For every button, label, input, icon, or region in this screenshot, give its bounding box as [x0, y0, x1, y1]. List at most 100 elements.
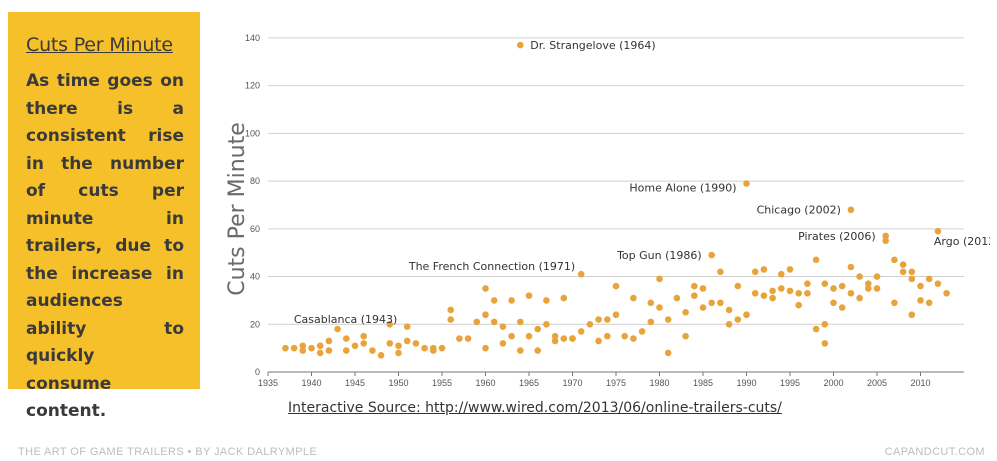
data-point	[821, 280, 829, 288]
data-point	[543, 320, 550, 328]
data-point	[821, 340, 829, 347]
data-point	[778, 270, 785, 278]
data-point	[517, 41, 524, 49]
data-point	[891, 299, 898, 307]
annotation-label: Casablanca (1943)	[294, 313, 398, 326]
data-point	[899, 261, 907, 268]
data-point	[316, 342, 324, 350]
data-point	[360, 340, 367, 347]
data-point	[865, 285, 872, 292]
data-point	[482, 285, 489, 292]
data-point	[821, 320, 829, 328]
data-point	[604, 332, 611, 340]
data-point	[316, 349, 324, 357]
y-tick-label: 40	[250, 272, 260, 282]
data-point	[560, 335, 568, 342]
footer-site: CAPANDCUT.COM	[884, 446, 985, 458]
data-point	[795, 289, 802, 297]
data-point	[838, 304, 846, 311]
sidebar-panel: Cuts Per Minute As time goes on there is…	[8, 12, 200, 421]
x-tick-label: 2005	[867, 378, 887, 388]
data-point	[630, 335, 637, 342]
data-point	[447, 306, 454, 314]
data-point	[882, 232, 889, 240]
data-point	[699, 285, 707, 292]
data-point	[543, 297, 550, 304]
data-point	[908, 311, 916, 319]
data-point	[856, 273, 863, 280]
data-point	[847, 263, 855, 271]
data-point	[804, 280, 811, 288]
data-point	[908, 268, 916, 276]
y-tick-label: 140	[245, 33, 260, 43]
data-point	[647, 299, 655, 307]
data-point	[595, 337, 602, 345]
data-point	[403, 323, 411, 330]
y-tick-label: 20	[250, 319, 260, 329]
data-point	[699, 304, 707, 311]
data-point	[743, 311, 750, 319]
data-point	[830, 285, 837, 292]
data-point	[534, 325, 541, 333]
data-point	[769, 294, 776, 302]
annotation-label: The French Connection (1971)	[408, 260, 575, 273]
x-tick-label: 2010	[910, 378, 930, 388]
data-point	[577, 328, 585, 335]
data-point	[734, 282, 742, 290]
data-point	[664, 316, 672, 323]
data-point	[812, 325, 820, 333]
data-point	[604, 316, 611, 323]
x-tick-label: 1970	[562, 378, 582, 388]
x-tick-label: 1940	[301, 378, 321, 388]
data-point	[917, 297, 924, 304]
footer-credit: THE ART OF GAME TRAILERS • BY JACK DALRY…	[18, 446, 318, 458]
x-tick-label: 1950	[388, 378, 408, 388]
annotation-label: Pirates (2006)	[798, 230, 876, 243]
x-tick-label: 1990	[736, 378, 756, 388]
source-link[interactable]: Interactive Source: http://www.wired.com…	[288, 400, 782, 416]
data-point	[577, 270, 585, 278]
data-point	[682, 309, 689, 316]
data-point	[873, 285, 881, 292]
data-point	[847, 206, 855, 214]
data-point	[630, 294, 637, 302]
data-point	[760, 292, 768, 299]
data-point	[325, 337, 333, 345]
data-point	[290, 344, 298, 352]
data-point	[717, 299, 724, 307]
data-point	[708, 251, 715, 259]
x-tick-label: 1965	[519, 378, 539, 388]
data-point	[621, 332, 628, 340]
data-point	[360, 332, 367, 340]
annotation-label: Argo (2012)	[934, 235, 990, 248]
data-point	[751, 268, 759, 276]
data-point	[899, 268, 907, 276]
data-point	[377, 351, 385, 359]
data-point	[395, 342, 402, 350]
x-tick-label: 1995	[780, 378, 800, 388]
data-point	[725, 320, 733, 328]
data-point	[430, 347, 437, 354]
data-point	[490, 297, 498, 304]
data-point	[925, 275, 933, 283]
data-point	[569, 335, 576, 342]
data-point	[656, 304, 663, 311]
y-tick-label: 100	[245, 128, 260, 138]
y-tick-label: 80	[250, 176, 260, 186]
data-point	[473, 318, 481, 326]
x-tick-label: 1935	[258, 378, 278, 388]
data-point	[917, 282, 924, 290]
data-point	[299, 342, 307, 350]
data-point	[499, 340, 507, 347]
data-point	[525, 332, 533, 340]
annotation-label: Home Alone (1990)	[629, 181, 736, 194]
data-point	[847, 289, 855, 297]
y-axis-label: Cuts Per Minute	[225, 122, 250, 296]
data-point	[691, 282, 698, 290]
data-point	[595, 316, 602, 323]
data-point	[508, 332, 515, 340]
data-point	[508, 297, 515, 304]
data-point	[804, 289, 811, 297]
data-point	[499, 323, 507, 330]
data-point	[395, 349, 402, 357]
